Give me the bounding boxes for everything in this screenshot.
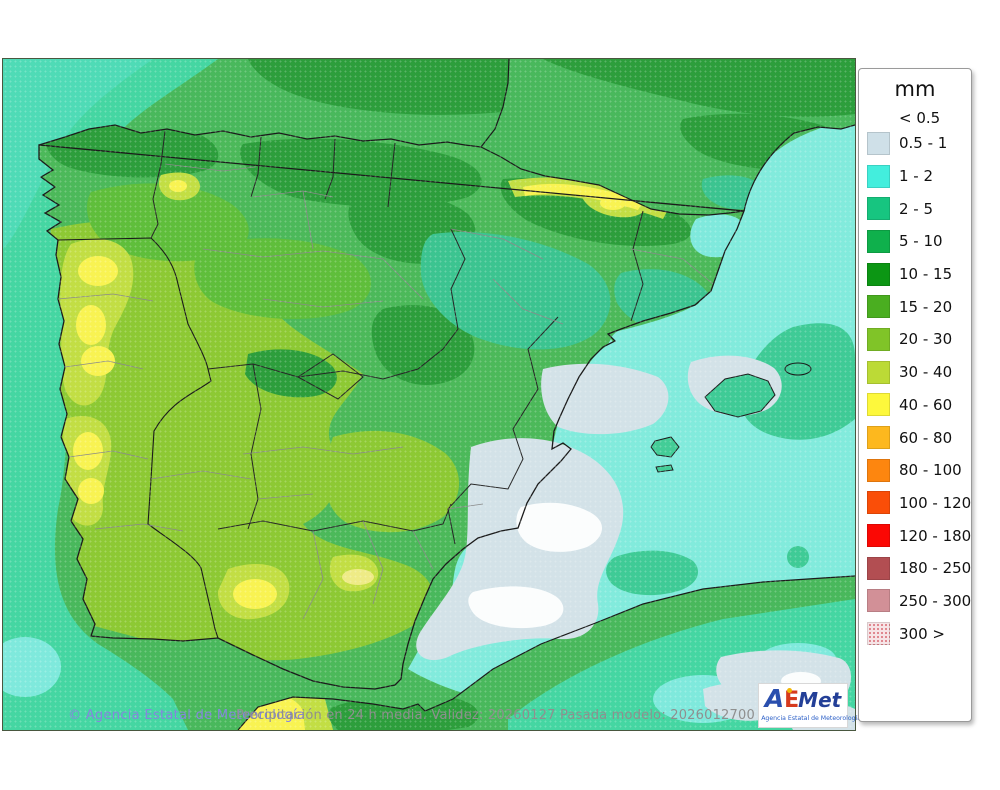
legend-item: 20 - 30: [859, 323, 971, 356]
legend-label: 80 - 100: [899, 461, 962, 480]
legend-swatch: [867, 426, 890, 450]
legend-label: 30 - 40: [899, 363, 953, 382]
legend-label: 120 - 180: [899, 526, 972, 545]
legend-swatch: [867, 491, 890, 515]
legend-swatch: [867, 229, 890, 253]
legend-item: 1 - 2: [859, 160, 971, 193]
legend-items: 0.5 - 1 1 - 2 2 - 5 5 - 10 10 - 15 15 - 20 20 …: [859, 127, 971, 650]
legend-item: 180 - 250: [859, 552, 971, 585]
legend-item: 100 - 120: [859, 487, 971, 520]
legend-swatch: [867, 556, 890, 580]
legend-label: 15 - 20: [899, 297, 953, 316]
legend-swatch: [867, 295, 890, 319]
legend-label: 250 - 300: [899, 591, 972, 610]
legend-swatch: [867, 327, 890, 351]
legend-swatch: [867, 589, 890, 613]
legend-swatch: [867, 393, 890, 417]
legend-label: 2 - 5: [899, 199, 934, 218]
legend-item: 2 - 5: [859, 192, 971, 225]
logo-letters-met: Met: [798, 688, 842, 712]
legend-item: 250 - 300: [859, 585, 971, 618]
legend-item: 60 - 80: [859, 421, 971, 454]
legend-label: 300 >: [899, 624, 945, 643]
legend-swatch: [867, 622, 890, 646]
legend-swatch: [867, 360, 890, 384]
legend-panel: mm < 0.5 0.5 - 1 1 - 2 2 - 5 5 - 10 10 - 15 1…: [858, 68, 972, 722]
legend-item: 120 - 180: [859, 519, 971, 552]
legend-label: 40 - 60: [899, 395, 953, 414]
legend-label: 100 - 120: [899, 493, 972, 512]
legend-swatch: [867, 164, 890, 188]
legend-swatch: [867, 458, 890, 482]
logo-caption: Agencia Estatal de Meteorología: [761, 714, 862, 722]
legend-item: 40 - 60: [859, 389, 971, 422]
legend-label: 180 - 250: [899, 559, 972, 578]
legend-label: 20 - 30: [899, 330, 953, 349]
legend-swatch: [867, 524, 890, 548]
legend-item: 15 - 20: [859, 290, 971, 323]
legend-label: 5 - 10: [899, 232, 943, 251]
logo-letter-e: E: [784, 688, 799, 713]
legend-item: 5 - 10: [859, 225, 971, 258]
legend-swatch: [867, 262, 890, 286]
logo-dot: [787, 688, 792, 693]
province-borders: [57, 163, 714, 620]
legend-label: 10 - 15: [899, 265, 953, 284]
legend-item: 0.5 - 1: [859, 127, 971, 160]
logo-wordmark: AEMet: [759, 684, 847, 714]
legend-label: 1 - 2: [899, 167, 934, 186]
legend-below-threshold: < 0.5: [899, 109, 941, 127]
legend-item: 80 - 100: [859, 454, 971, 487]
aemet-logo: AEMet Agencia Estatal de Meteorología: [758, 683, 862, 728]
map-caption: Precipitación en 24 h media. Validez: 20…: [236, 708, 755, 723]
legend-item: 10 - 15: [859, 258, 971, 291]
logo-letter-a: A: [764, 684, 785, 713]
region-borders: [150, 130, 644, 545]
legend-item: 30 - 40: [859, 356, 971, 389]
legend-label: 0.5 - 1: [899, 134, 948, 153]
precipitation-map: [3, 59, 855, 730]
legend-item: 300 >: [859, 617, 971, 650]
coastlines: [38, 59, 855, 730]
legend-swatch: [867, 131, 890, 155]
legend-label: 60 - 80: [899, 428, 953, 447]
copyright-text: © Agencia Estatal de Meteorología: [68, 708, 306, 723]
legend-swatch: [867, 197, 890, 221]
balearic-islands: [650, 362, 812, 473]
map-frame: [2, 58, 856, 731]
legend-title: mm: [894, 77, 936, 101]
